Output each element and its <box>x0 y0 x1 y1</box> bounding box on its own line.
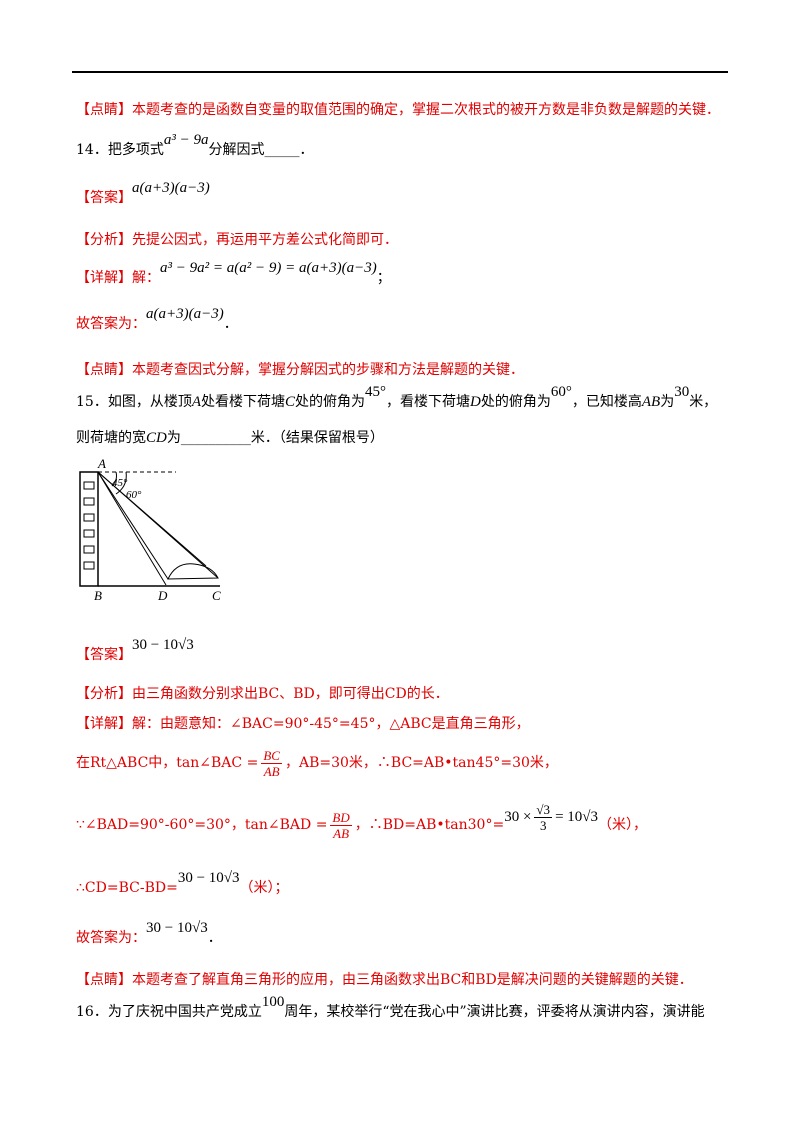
text: 周年，某校举行“党在我心中”演讲比赛，评委将从演讲内容，演讲能 <box>284 1004 705 1020</box>
q15-answer: 【答案】30 − 10√3 <box>76 637 194 665</box>
q15-detail: 在Rt△ABC中，tan∠BAC = BC AB ，AB=30米，∴BC=AB•tan… <box>76 746 558 780</box>
text: 米， <box>689 394 718 410</box>
q15-detail: ∵∠BAD=90°-60°=30°，tan∠BAD = BD AB ，∴BD=AB•t… <box>76 802 648 842</box>
text: 本题考查因式分解，掌握分解因式的步骤和方法是解题的关键． <box>132 362 524 378</box>
text: 30 − 10√3 <box>132 637 194 653</box>
text: （米）； <box>239 880 289 896</box>
text: 则荷塘的宽 <box>76 430 146 446</box>
text: 【详解】 <box>76 716 132 732</box>
text: ∴CD=BC-BD= <box>76 880 178 896</box>
label: 45° <box>112 477 128 489</box>
text: √3 <box>534 801 553 818</box>
q16-stem: 16．为了庆祝中国共产党成立100周年，某校举行“党在我心中”演讲比赛，评委将从… <box>76 994 705 1022</box>
label: A <box>97 458 106 471</box>
text: 【分析】 <box>76 232 132 248</box>
note-line: 【点睛】本题考查的是函数自变量的取值范围的确定，掌握二次根式的被开方数是非负数是… <box>76 100 720 120</box>
text: 15．如图，从楼顶 <box>76 394 192 410</box>
text: ，看楼下荷塘 <box>386 394 471 410</box>
q15-stem: 则荷塘的宽CD为__________米．（结果保留根号） <box>76 428 384 448</box>
text: 为 <box>660 394 675 410</box>
text: 先提公因式，再运用平方差公式化简即可． <box>132 232 398 248</box>
text: 本题考查了解直角三角形的应用，由三角函数求出BC和BD是解决问题的关键解题的关键… <box>132 972 693 988</box>
label: D <box>157 588 168 603</box>
q15-detail: 【详解】解：由题意知：∠BAC=90°-45°=45°，△ABC是直角三角形， <box>76 714 530 734</box>
text: 45° <box>365 384 387 400</box>
text: BD <box>330 809 352 826</box>
text: ． <box>207 930 222 946</box>
text: （米）， <box>598 817 648 833</box>
text: AB <box>333 825 350 841</box>
text: CD <box>146 430 167 446</box>
top-rule <box>72 71 728 73</box>
q15-final: 故答案为：30 − 10√3． <box>76 920 222 948</box>
q14-detail: 【详解】解：a³ − 9a² = a(a² − 9) = a(a+3)(a−3)… <box>76 260 391 288</box>
text: 【详解】 <box>76 270 132 286</box>
text: 处的俯角为 <box>480 394 551 410</box>
text: 16．为了庆祝中国共产党成立 <box>76 1004 262 1020</box>
text: 在Rt△ABC中，tan∠BAC = <box>76 755 259 771</box>
text: ，AB=30米，∴BC=AB•tan45°=30米， <box>284 755 558 771</box>
text: 故答案为： <box>76 930 146 946</box>
text: 为__________米．（结果保留根号） <box>166 430 384 446</box>
q15-comment: 【点睛】本题考查了解直角三角形的应用，由三角函数求出BC和BD是解决问题的关键解… <box>76 970 693 990</box>
text: 分解因式_____． <box>208 142 314 158</box>
q15-detail: ∴CD=BC-BD=30 − 10√3（米）； <box>76 870 289 898</box>
label: C <box>212 588 221 603</box>
text: a(a+3)(a−3) <box>132 180 210 196</box>
text: 30 × <box>504 809 532 825</box>
text: 解： <box>132 270 160 286</box>
text: 【点睛】 <box>76 972 132 988</box>
text: ∵∠BAD=90°-60°=30°，tan∠BAD = <box>76 817 328 833</box>
text: 【分析】 <box>76 686 132 702</box>
text: A <box>191 394 201 410</box>
text: 解：由题意知：∠BAC=90°-45°=45°，△ABC是直角三角形， <box>132 716 530 732</box>
q14-final: 故答案为：a(a+3)(a−3)． <box>76 306 238 334</box>
text: 30 − 10√3 <box>177 870 240 886</box>
text: 30 − 10√3 <box>146 920 208 936</box>
text: BC <box>261 747 282 764</box>
text: 【答案】 <box>76 647 132 663</box>
text: 【点睛】 <box>76 362 132 378</box>
label: 60° <box>126 489 142 501</box>
text: AB <box>641 394 661 410</box>
q15-analysis: 【分析】由三角函数分别求出BC、BD，即可得出CD的长． <box>76 684 449 704</box>
text: 3 <box>539 817 547 833</box>
text: = 10√3 <box>555 809 599 825</box>
text: 处看楼下荷塘 <box>201 394 285 410</box>
text: 故答案为： <box>76 316 146 332</box>
text: 60° <box>550 384 572 400</box>
text: a³ − 9a <box>163 132 209 148</box>
text: 【答案】 <box>76 190 132 206</box>
q14-comment: 【点睛】本题考查因式分解，掌握分解因式的步骤和方法是解题的关键． <box>76 360 524 380</box>
text: 本题考查的是函数自变量的取值范围的确定，掌握二次根式的被开方数是非负数是解题的关… <box>132 102 720 118</box>
figure: A 45° 60° B D C <box>79 458 221 603</box>
text: C <box>285 394 296 410</box>
text: a(a+3)(a−3) <box>146 306 224 322</box>
text: AB <box>263 763 280 779</box>
text: ，已知楼高 <box>571 394 642 410</box>
text: 【点睛】 <box>76 102 132 118</box>
text: ． <box>223 316 238 332</box>
text: 14．把多项式 <box>76 142 164 158</box>
text: 处的俯角为 <box>295 394 366 410</box>
text: a³ − 9a² = a(a² − 9) = a(a+3)(a−3) <box>160 260 377 276</box>
label: B <box>94 588 102 603</box>
q15-stem: 15．如图，从楼顶A处看楼下荷塘C处的俯角为45°，看楼下荷塘D处的俯角为60°… <box>76 384 718 412</box>
q14-stem: 14．把多项式a³ − 9a分解因式_____． <box>76 132 314 160</box>
text: 由三角函数分别求出BC、BD，即可得出CD的长． <box>132 686 449 702</box>
text: ； <box>376 270 391 286</box>
text: D <box>470 394 481 410</box>
text: 100 <box>261 994 285 1010</box>
q14-analysis: 【分析】先提公因式，再运用平方差公式化简即可． <box>76 230 398 250</box>
text: ，∴BD=AB•tan30°= <box>354 817 505 833</box>
q14-answer: 【答案】a(a+3)(a−3) <box>76 180 210 208</box>
text: 30 <box>674 384 690 400</box>
